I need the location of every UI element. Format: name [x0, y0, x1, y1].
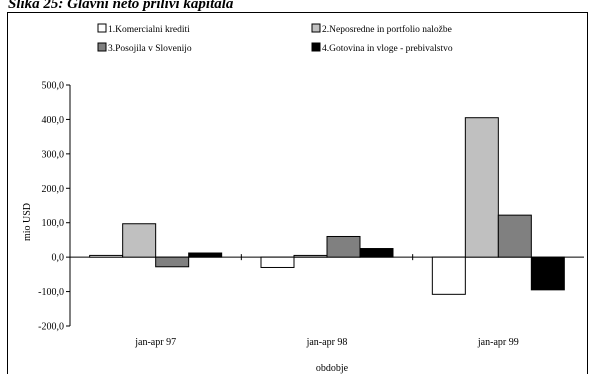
legend-label: 2.Neposredne in portfolio naložbe [322, 24, 452, 35]
bar [155, 256, 190, 268]
y-axis-label: mio USD [22, 203, 33, 241]
legend-label: 4.Gotovina in vloge - prebivalstvo [322, 44, 453, 54]
x-tick-label: jan-apr 98 [306, 337, 348, 348]
bar [122, 223, 157, 258]
y-tick-label: 400,0 [42, 115, 65, 126]
y-tick-label: 300,0 [42, 149, 65, 160]
bar [293, 254, 328, 258]
bar [530, 256, 565, 291]
legend: 1.Komercialni krediti 2.Neposredne in por… [97, 23, 453, 54]
bar [497, 214, 532, 258]
legend-label: 1.Komercialni krediti [108, 25, 190, 35]
x-tick-label: jan-apr 97 [134, 337, 176, 348]
bar [89, 254, 124, 258]
bar [359, 248, 394, 258]
legend-swatch [97, 23, 107, 33]
bar [326, 235, 361, 258]
bar [188, 252, 223, 258]
y-tick-label: 200,0 [42, 184, 65, 195]
chart-frame [7, 12, 588, 374]
bars [89, 117, 565, 295]
x-tick-label: jan-apr 99 [477, 337, 519, 348]
y-tick-label: 100,0 [42, 218, 65, 229]
y-tick-label: -200,0 [38, 322, 64, 333]
page-title: Slika 25: Glavni neto prilivi kapitala [8, 0, 234, 12]
axes: -200,0 -100,0 0,0 100,0 200,0 300,0 400,0 500,0… [38, 81, 584, 348]
y-tick-label: 500,0 [42, 81, 65, 92]
y-tick-label: 0,0 [52, 253, 65, 264]
x-axis-label: obdobje [316, 363, 349, 374]
legend-swatch [311, 42, 321, 52]
y-tick-label: -100,0 [38, 287, 64, 298]
bar [260, 256, 295, 268]
bar [431, 256, 466, 295]
legend-swatch [311, 23, 321, 33]
legend-swatch [97, 42, 107, 52]
legend-label: 3.Posojila v Slovenijo [108, 44, 192, 54]
bar [464, 117, 499, 258]
